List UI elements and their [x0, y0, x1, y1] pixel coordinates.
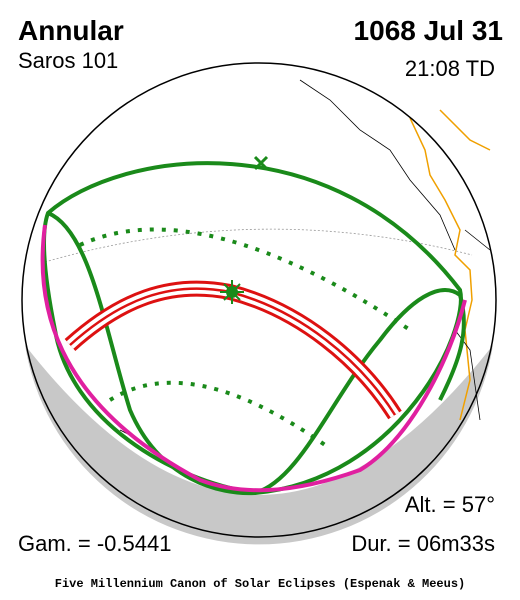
coastline [119, 79, 491, 441]
penumbra-limit [79, 227, 412, 332]
date: 1068 Jul 31 [354, 15, 503, 46]
time: 21:08 TD [405, 56, 495, 81]
sub-solar-point [253, 155, 269, 171]
penumbra-limit [108, 380, 327, 447]
night-shading [25, 345, 493, 545]
coastline [409, 109, 491, 421]
greatest-eclipse [220, 280, 244, 304]
duration: Dur. = 06m33s [351, 531, 495, 556]
altitude: Alt. = 57° [405, 492, 495, 517]
gamma: Gam. = -0.5441 [18, 531, 171, 556]
saros: Saros 101 [18, 48, 118, 73]
footer: Five Millennium Canon of Solar Eclipses … [55, 577, 465, 591]
globe-outline [21, 62, 497, 538]
sunrise-sunset-curve [40, 224, 467, 493]
eclipse-type: Annular [18, 15, 124, 46]
penumbral-curve [47, 211, 466, 496]
